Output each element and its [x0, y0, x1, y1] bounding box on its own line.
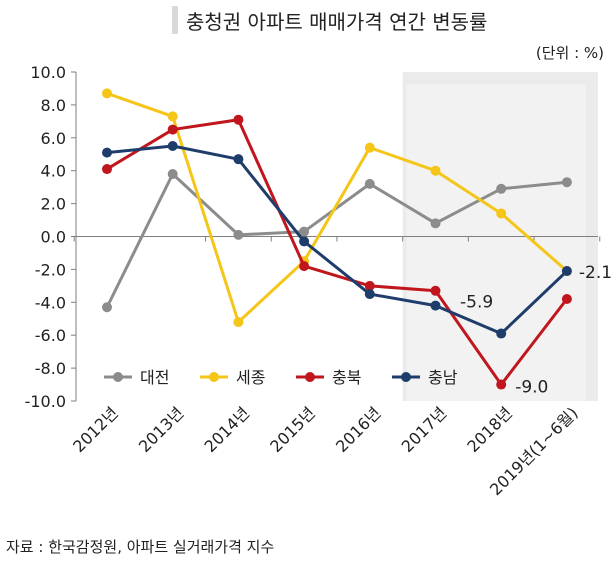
data-point	[233, 317, 244, 328]
y-tick-label: -2.0	[35, 260, 66, 279]
data-point	[496, 379, 507, 390]
legend-swatch-marker	[401, 372, 411, 382]
legend-swatch-marker	[305, 372, 315, 382]
data-point	[496, 208, 507, 219]
data-point	[364, 280, 375, 291]
series-line	[105, 91, 569, 324]
y-tick-label: 2.0	[41, 195, 66, 214]
y-tick-label: 10.0	[30, 63, 66, 82]
x-tick-label: 2017년	[398, 403, 451, 456]
chart-title: 충청권 아파트 매매가격 연간 변동률	[186, 10, 488, 34]
title-accent-bar	[172, 6, 178, 34]
legend-swatch-marker	[113, 372, 123, 382]
y-tick-label: 0.0	[41, 228, 66, 247]
data-point	[167, 168, 178, 179]
unit-label: (단위 : %)	[535, 44, 604, 62]
x-tick-label: 2013년	[135, 403, 188, 456]
data-point	[167, 124, 178, 135]
data-point	[561, 266, 572, 277]
data-point	[299, 226, 310, 237]
y-tick-label: 4.0	[41, 162, 66, 181]
legend-label: 충남	[428, 368, 458, 387]
series-line	[105, 144, 569, 336]
x-tick-label: 2015년	[266, 403, 319, 456]
x-tick-label: 2016년	[332, 403, 385, 456]
x-tick-label: 2014년	[201, 403, 254, 456]
data-point	[299, 236, 310, 247]
data-point	[430, 285, 441, 296]
data-point	[430, 300, 441, 311]
data-point	[430, 218, 441, 229]
y-tick-label: -6.0	[35, 326, 66, 345]
data-point	[364, 289, 375, 300]
data-point	[167, 141, 178, 152]
data-point	[364, 142, 375, 153]
y-tick-label: -8.0	[35, 359, 66, 378]
data-point	[496, 183, 507, 194]
data-label: -5.9	[460, 293, 493, 313]
data-point	[430, 165, 441, 176]
data-point	[299, 261, 310, 272]
y-tick-label: -10.0	[25, 392, 66, 411]
legend-label: 충북	[332, 368, 361, 387]
series-line	[105, 172, 569, 309]
data-point	[102, 147, 112, 158]
source-note: 자료 : 한국감정원, 아파트 실거래가격 지수	[6, 538, 275, 556]
x-tick-label: 2012년	[69, 403, 122, 456]
data-point	[233, 114, 244, 125]
shaded-region-inner	[406, 84, 586, 401]
y-tick-label: 6.0	[41, 129, 66, 148]
data-point	[364, 178, 375, 189]
x-tick-label: 2018년	[463, 403, 516, 456]
data-label: -2.1	[579, 263, 612, 283]
data-point	[233, 154, 244, 165]
y-tick-label: -4.0	[35, 293, 66, 312]
legend-label: 세종	[236, 368, 265, 387]
data-point	[102, 302, 112, 313]
data-point	[496, 328, 507, 339]
data-label: -9.0	[515, 378, 548, 398]
legend-label: 대전	[140, 368, 169, 387]
data-point	[167, 111, 178, 122]
data-point	[561, 294, 572, 305]
legend-swatch-marker	[209, 372, 219, 382]
data-point	[561, 177, 572, 188]
y-tick-label: 8.0	[41, 96, 66, 115]
data-point	[102, 164, 112, 175]
series-line	[105, 118, 569, 387]
data-point	[233, 229, 244, 240]
data-point	[102, 88, 112, 99]
